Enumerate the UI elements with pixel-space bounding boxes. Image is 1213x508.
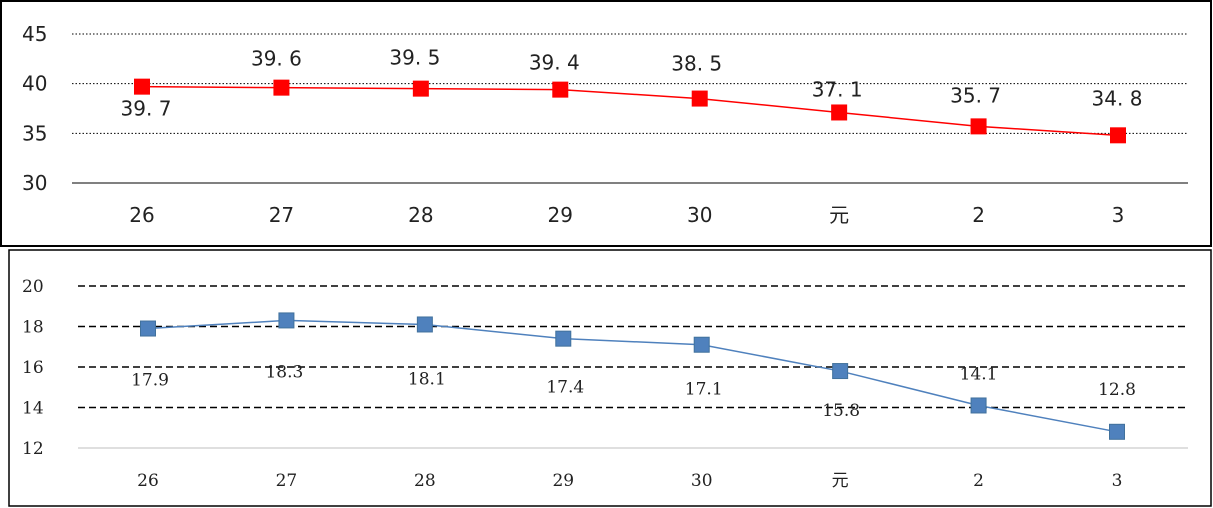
chart1-x-tick-label: 28 (408, 203, 433, 227)
chart2-marker-point (1109, 423, 1125, 440)
chart2-x-tick-label: 26 (137, 471, 159, 491)
chart2-data-label: 18.1 (408, 369, 446, 389)
chart1-data-label: 39. 6 (251, 47, 302, 71)
chart2-x-tick-label: 3 (1112, 471, 1123, 491)
chart2-marker-point (278, 312, 295, 329)
chart2-y-tick-label: 16 (22, 358, 44, 378)
chart1-data-label: 39. 4 (529, 51, 580, 75)
chart2-data-label: 12.8 (1098, 380, 1136, 400)
chart2-y-tick-label: 18 (22, 318, 44, 338)
chart2-data-label: 17.1 (685, 380, 723, 400)
chart1-data-label: 39. 7 (121, 97, 172, 121)
chart2-marker-point (416, 316, 433, 333)
chart1-y-tick-label: 40 (22, 72, 47, 96)
chart1-data-label: 35. 7 (950, 83, 1001, 107)
chart2-frame (8, 249, 1212, 507)
chart2-y-tick-label: 14 (22, 399, 44, 419)
chart2-data-label: 17.4 (546, 378, 584, 398)
chart2-marker-point (140, 320, 156, 337)
chart1-data-label: 38. 5 (671, 52, 722, 76)
chart1-x-tick-label: 3 (1112, 203, 1125, 227)
chart1-data-label: 37. 1 (812, 77, 863, 101)
chart1-x-tick-label: 26 (129, 203, 154, 227)
chart1-marker-point (273, 79, 290, 96)
chart1-y-tick-label: 45 (22, 22, 47, 46)
chart2-series-line (147, 319, 1118, 433)
chart1-data-label: 39. 5 (389, 46, 440, 70)
chart1-data-label: 34. 8 (1092, 86, 1143, 110)
chart1-series-line (141, 85, 1119, 137)
chart2-x-tick-label: 元 (832, 471, 849, 491)
chart1-marker-point (134, 78, 150, 95)
chart1-x-tick-label: 29 (548, 203, 573, 227)
chart-panel-top: 30 35 40 45 26 27 28 29 30 元 2 3 39. 7 39. 6 39. 5 39. … (0, 0, 1213, 248)
chart1-y-tick-label: 35 (22, 121, 47, 145)
chart1-marker-point (831, 104, 848, 121)
chart1-y-tick-label: 30 (22, 171, 47, 195)
chart1-marker-point (970, 118, 987, 135)
chart1-x-tick-label: 27 (269, 203, 294, 227)
chart1-x-tick-label: 30 (687, 203, 712, 227)
chart1-frame (0, 0, 1212, 247)
chart2-data-label: 18.3 (265, 362, 303, 382)
chart-top-svg: 30 35 40 45 26 27 28 29 30 元 2 3 39. 7 39. 6 39. 5 39. … (0, 0, 1212, 247)
chart2-y-tick-label: 20 (22, 277, 44, 297)
chart2-marker-point (970, 397, 987, 414)
chart2-x-tick-label: 28 (414, 471, 436, 491)
chart2-x-tick-label: 2 (973, 471, 984, 491)
chart2-marker-point (693, 336, 710, 353)
chart1-marker-point (412, 80, 429, 97)
chart2-y-tick-label: 12 (22, 439, 44, 459)
chart2-x-tick-label: 27 (276, 471, 298, 491)
chart2-marker-point (555, 330, 572, 347)
chart1-marker-point (552, 81, 569, 98)
chart-bottom-svg: 12 14 16 18 20 26 27 28 29 30 元 2 3 17.9 18.3 18.1 17.4 1… (8, 249, 1212, 507)
chart2-data-label: 17.9 (131, 371, 169, 391)
chart2-x-tick-label: 30 (691, 471, 713, 491)
chart1-marker-point (691, 90, 708, 107)
chart2-data-label: 15.8 (822, 401, 860, 421)
chart-panel-bottom: 12 14 16 18 20 26 27 28 29 30 元 2 3 17.9 18.3 18.1 17.4 1… (0, 248, 1213, 508)
chart1-x-tick-label: 2 (972, 203, 985, 227)
chart1-x-tick-label: 元 (829, 203, 849, 227)
chart2-x-tick-label: 29 (552, 471, 574, 491)
chart2-marker-point (832, 363, 849, 380)
chart1-marker-point (1110, 127, 1126, 144)
chart2-data-label: 14.1 (960, 364, 998, 384)
